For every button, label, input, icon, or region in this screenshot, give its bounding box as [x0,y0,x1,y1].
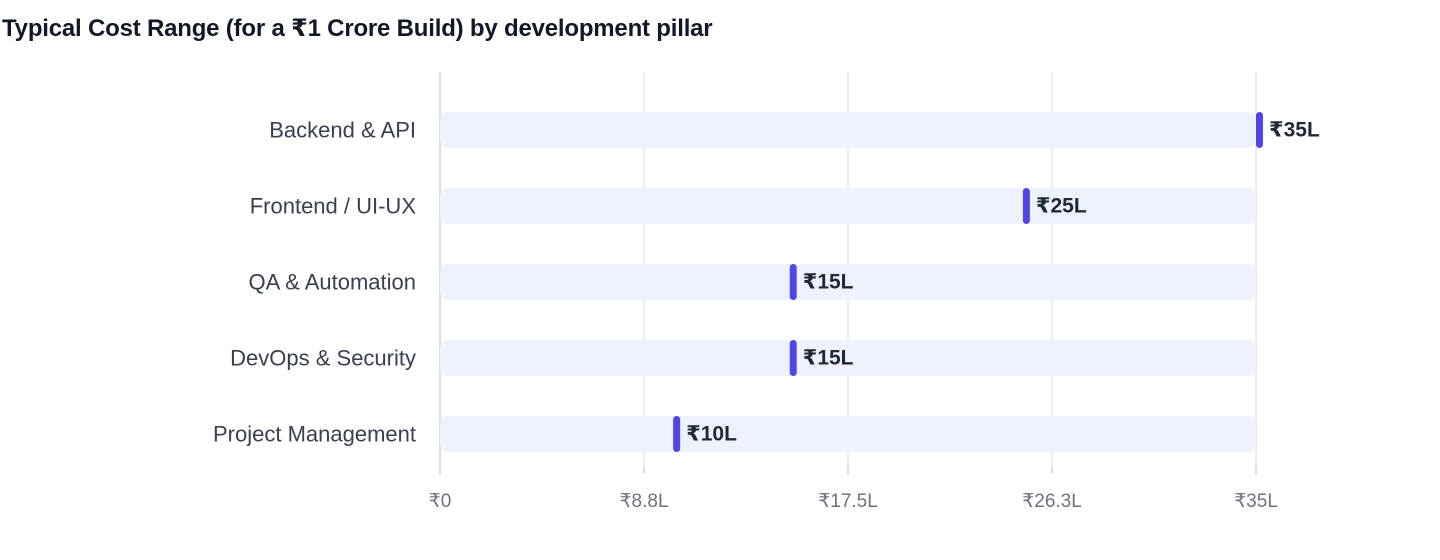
bar-marker [673,416,681,452]
category-label: QA & Automation [248,270,416,295]
data-label: ₹35L [1269,119,1320,142]
chart-title: Typical Cost Range (for a ₹1 Crore Build… [2,15,713,42]
bar-track [440,188,1256,224]
bar-track [440,416,1256,452]
bar-marker [1022,188,1030,224]
data-label: ₹15L [803,347,854,370]
bar-marker [789,264,797,300]
category-label: Frontend / UI-UX [250,194,417,219]
bar-marker [1256,112,1263,148]
x-tick-label: ₹35L [1234,491,1278,512]
bar-track [440,264,1256,300]
data-label: ₹10L [686,423,737,446]
bar-track [440,112,1256,148]
x-tick-label: ₹8.8L [619,491,668,512]
bar-marker [789,340,797,376]
data-label: ₹15L [803,271,854,294]
category-label: Project Management [213,422,416,447]
category-label: DevOps & Security [230,346,416,371]
category-label: Backend & API [269,118,416,143]
x-tick-label: ₹0 [429,491,452,512]
x-tick-label: ₹17.5L [818,491,878,512]
data-label: ₹25L [1036,195,1087,218]
x-tick-label: ₹26.3L [1022,491,1082,512]
bar-track [440,340,1256,376]
